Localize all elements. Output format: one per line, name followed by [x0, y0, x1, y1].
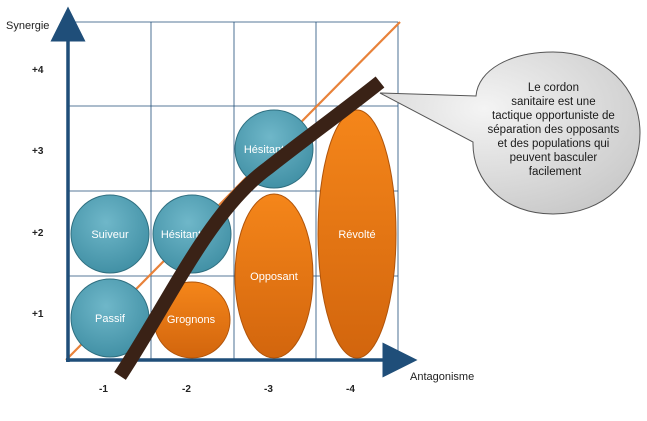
shape-label: Suiveur: [91, 229, 129, 241]
shape-label: Opposant: [250, 271, 298, 283]
x-tick: -4: [346, 384, 355, 395]
shape-hesitant-left: Hésitant: [152, 194, 232, 274]
x-tick: -3: [264, 384, 273, 395]
shape-passif: Passif: [70, 278, 150, 358]
shape-hesitant-top: Hésitant: [234, 109, 314, 189]
shape-label: Révolté: [338, 229, 375, 241]
y-tick: +2: [32, 228, 44, 239]
y-tick: +1: [32, 309, 44, 320]
grid: [68, 21, 399, 360]
y-tick: +4: [32, 65, 44, 76]
x-tick: -1: [99, 384, 108, 395]
shape-suiveur: Suiveur: [70, 194, 150, 274]
shape-label: Hésitant: [244, 144, 284, 156]
x-axis-title: Antagonisme: [410, 371, 474, 383]
shape-opposant: Opposant: [234, 193, 314, 359]
callout-shape: [379, 51, 641, 215]
shape-revolte: Révolté: [317, 109, 397, 359]
y-axis-title: Synergie: [6, 20, 49, 32]
shape-label: Hésitant: [161, 229, 201, 241]
shape-label: Grognons: [167, 314, 216, 326]
shape-label: Passif: [95, 313, 126, 325]
y-tick: +3: [32, 146, 44, 157]
cordon-curve: [114, 76, 385, 380]
callout-bubble: Le cordon sanitaire est une tactique opp…: [379, 51, 641, 215]
x-tick: -2: [182, 384, 191, 395]
callout-text: Le cordon sanitaire est une tactique opp…: [488, 82, 623, 178]
